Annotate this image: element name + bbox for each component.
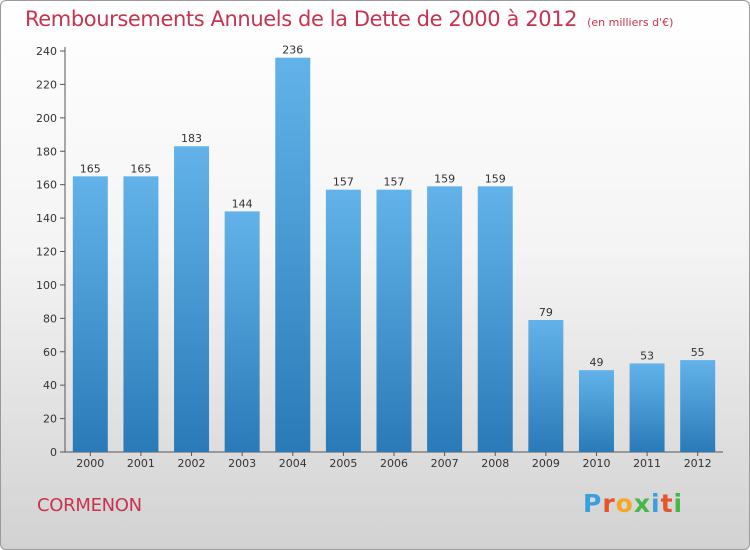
y-tick-label: 140 (36, 212, 57, 225)
y-tick-label: 160 (36, 179, 57, 192)
y-tick-label: 180 (36, 145, 57, 158)
logo-letter: i (673, 489, 684, 518)
bar-2008 (477, 186, 513, 452)
y-tick-label: 60 (43, 346, 57, 359)
bar-2004 (275, 57, 311, 452)
bar-2006 (376, 189, 412, 452)
x-tick-label-2009: 2009 (532, 457, 560, 470)
bar-2005 (325, 189, 361, 452)
proxiti-logo: Proxiti (583, 489, 683, 518)
y-tick-label: 40 (43, 379, 57, 392)
data-label-2005: 157 (333, 176, 354, 189)
chart-subtitle: (en milliers d'€) (587, 16, 674, 29)
bar-2003 (224, 211, 260, 452)
chart-title: Remboursements Annuels de la Dette de 20… (25, 7, 673, 31)
data-label-2009: 79 (539, 306, 553, 319)
logo-letter: o (615, 489, 634, 518)
y-tick-label: 80 (43, 312, 57, 325)
y-tick-label: 220 (36, 78, 57, 91)
y-tick-label: 200 (36, 112, 57, 125)
data-label-2006: 157 (384, 176, 405, 189)
data-label-2012: 55 (691, 346, 705, 359)
logo-letter: i (651, 489, 661, 518)
bar-2000 (72, 176, 108, 452)
data-label-2008: 159 (485, 172, 506, 185)
logo-letter: x (633, 489, 651, 518)
bar-2002 (174, 146, 210, 453)
data-label-2004: 236 (282, 44, 303, 57)
data-label-2000: 165 (80, 162, 101, 175)
x-tick-label-2000: 2000 (76, 457, 104, 470)
bar-2001 (123, 176, 159, 452)
data-label-2011: 53 (640, 349, 654, 362)
logo-letter: t (660, 489, 674, 518)
y-tick-label: 0 (50, 446, 57, 459)
x-tick-label-2011: 2011 (633, 457, 661, 470)
data-label-2007: 159 (434, 172, 455, 185)
y-tick-label: 120 (36, 246, 57, 259)
bar-2009 (528, 320, 564, 452)
bar-2010 (578, 370, 614, 452)
x-tick-label-2010: 2010 (582, 457, 610, 470)
data-label-2003: 144 (232, 197, 253, 210)
x-tick-label-2007: 2007 (431, 457, 459, 470)
bar-2012 (680, 360, 716, 452)
x-tick-label-2003: 2003 (228, 457, 256, 470)
x-tick-label-2002: 2002 (178, 457, 206, 470)
x-tick-label-2006: 2006 (380, 457, 408, 470)
commune-name: CORMENON (37, 495, 142, 516)
logo-letter: r (602, 489, 616, 518)
x-tick-label-2012: 2012 (684, 457, 712, 470)
x-tick-label-2004: 2004 (279, 457, 307, 470)
x-tick-label-2005: 2005 (329, 457, 357, 470)
data-label-2010: 49 (589, 356, 603, 369)
y-tick-label: 100 (36, 279, 57, 292)
data-label-2001: 165 (130, 162, 151, 175)
x-tick-label-2008: 2008 (481, 457, 509, 470)
title-text: Remboursements Annuels de la Dette de 20… (25, 7, 578, 31)
logo-letter: P (583, 489, 603, 518)
bar-2007 (427, 186, 463, 452)
y-tick-label: 20 (43, 413, 57, 426)
data-label-2002: 183 (181, 132, 202, 145)
x-tick-label-2001: 2001 (127, 457, 155, 470)
y-tick-label: 240 (36, 45, 57, 58)
bar-2011 (629, 363, 665, 452)
